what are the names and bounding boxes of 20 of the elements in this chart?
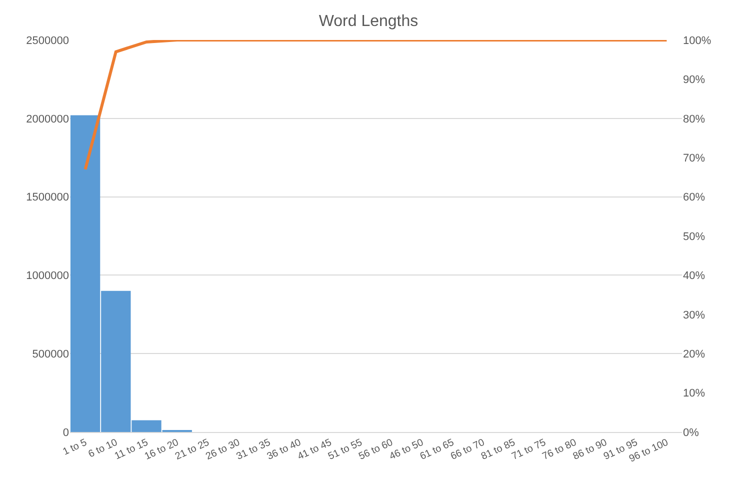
- y2-tick-label: 50%: [683, 230, 706, 243]
- y2-tick-label: 70%: [683, 152, 706, 164]
- y2-tick-label: 90%: [683, 74, 706, 86]
- y-tick-label: 1500000: [26, 192, 69, 204]
- y-tick-label: 2500000: [26, 34, 69, 47]
- y-tick-label: 500000: [32, 348, 69, 360]
- line-series: [84, 40, 668, 171]
- y-tick-label: 2000000: [26, 113, 69, 126]
- y2-tick-label: 80%: [683, 113, 706, 126]
- y-tick-label: 1000000: [26, 270, 69, 282]
- y2-tick-label: 10%: [683, 388, 706, 400]
- y2-tick-label: 40%: [683, 270, 706, 282]
- y-tick-label: 0: [62, 426, 69, 439]
- y2-tick-label: 30%: [683, 309, 706, 322]
- y2-tick-label: 60%: [683, 192, 706, 204]
- y2-tick-label: 0%: [683, 426, 700, 439]
- y2-tick-label: 20%: [683, 348, 706, 360]
- x-tick-label: 1 to 5: [61, 437, 90, 458]
- y2-tick-label: 100%: [683, 34, 712, 47]
- chart-title: Word Lengths: [318, 12, 418, 30]
